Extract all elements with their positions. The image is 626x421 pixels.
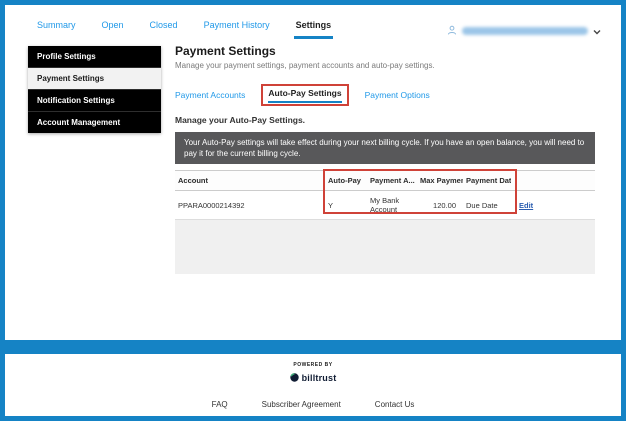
footer-link-faq[interactable]: FAQ (211, 400, 228, 409)
sidebar-item-profile-settings[interactable]: Profile Settings (28, 46, 161, 68)
table-empty-area (175, 220, 595, 275)
nav-payment-history[interactable]: Payment History (203, 20, 270, 30)
tab-auto-pay-settings[interactable]: Auto-Pay Settings (268, 88, 342, 103)
col-payment-account: Payment A... (370, 176, 415, 186)
sidebar-item-payment-settings[interactable]: Payment Settings (28, 68, 161, 90)
col-max-payment: Max Payment (420, 176, 463, 186)
cell-account-number: PPARA0000214392 (178, 200, 245, 210)
cell-auto-pay-flag: Y (328, 200, 334, 210)
bottom-divider-band (5, 340, 621, 354)
nav-open[interactable]: Open (101, 20, 124, 30)
billtrust-circle-icon (289, 369, 299, 387)
settings-sidebar: Profile Settings Payment Settings Notifi… (28, 46, 161, 133)
sidebar-item-notification-settings[interactable]: Notification Settings (28, 90, 161, 112)
payment-settings-panel: Payment Settings Manage your payment set… (175, 44, 595, 275)
person-icon (447, 22, 457, 40)
page-subtitle: Manage your payment settings, payment ac… (175, 61, 435, 70)
nav-settings[interactable]: Settings (293, 13, 334, 39)
tab-payment-accounts[interactable]: Payment Accounts (175, 90, 246, 100)
chevron-down-icon (593, 22, 601, 40)
payment-settings-tabs: Payment Accounts Auto-Pay Settings Payme… (175, 84, 595, 106)
nav-closed[interactable]: Closed (149, 20, 178, 30)
col-actions (511, 176, 595, 186)
footer-link-subscriber-agreement[interactable]: Subscriber Agreement (261, 400, 341, 409)
top-navigation: Summary Open Closed Payment History Sett… (35, 13, 334, 39)
page-title: Payment Settings (175, 44, 276, 58)
col-auto-pay: Auto-Pay (328, 176, 361, 186)
cell-payment-account: My Bank Account (370, 196, 400, 215)
page-footer: POWERED BY billtrust FAQ Subscriber Agre… (5, 354, 621, 416)
footer-links: FAQ Subscriber Agreement Contact Us (5, 400, 621, 409)
sidebar-item-account-management[interactable]: Account Management (37, 118, 121, 127)
billtrust-logo: billtrust (5, 369, 621, 387)
auto-pay-tab-highlight-box: Auto-Pay Settings (261, 84, 349, 106)
table-row: PPARA0000214392 Y My Bank Account 120.00… (175, 191, 595, 221)
cell-payment-date: Due Date (466, 200, 498, 210)
auto-pay-notice-banner: Your Auto-Pay settings will take effect … (175, 132, 595, 165)
col-account: Account (178, 176, 208, 186)
billtrust-wordmark: billtrust (301, 373, 337, 383)
tab-payment-options[interactable]: Payment Options (364, 90, 430, 100)
section-heading: Manage your Auto-Pay Settings. (175, 115, 306, 125)
powered-by-label: POWERED BY (293, 362, 333, 368)
table-header-row: Account Auto-Pay Payment A... Max Paymen… (175, 171, 595, 192)
nav-summary[interactable]: Summary (37, 20, 76, 30)
cell-max-payment: 120.00 (433, 200, 456, 210)
edit-auto-pay-link[interactable]: Edit (519, 200, 534, 210)
redacted-user-email (462, 27, 588, 35)
auto-pay-table: Account Auto-Pay Payment A... Max Paymen… (175, 169, 595, 275)
col-payment-date: Payment Date (466, 176, 511, 186)
user-account-menu[interactable] (447, 22, 601, 40)
footer-link-contact-us[interactable]: Contact Us (374, 400, 415, 409)
